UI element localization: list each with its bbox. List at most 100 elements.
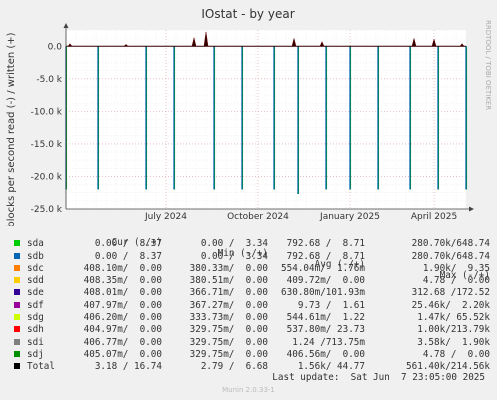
legend-max: 561.40k/214.56k [406,361,490,373]
legend-row-sda: sda 0.00 / 8.37 0.00 / 3.34 792.68 / 8.71 28… [0,238,497,250]
legend-cur: 0.00 / 8.37 [94,250,162,262]
legend-name: sdg [27,312,44,324]
y-tick-label: -20.0 k [31,172,63,182]
legend-row-sdh: sdh 404.97m/ 0.00 329.75m/ 0.00 537.80m/ 23… [0,324,497,336]
legend-row-sdb: sdb 0.00 / 8.37 0.00 / 3.34 792.68 / 8.71 28… [0,251,497,263]
y-axis-arrow [63,23,69,28]
legend-max: 1.90k/ 9.35 [422,262,490,274]
legend-min: 366.71m/ 0.00 [189,287,268,299]
legend-swatch [14,326,20,333]
y-tick-label: -25.0 k [31,205,63,215]
legend-avg: 544.61m/ 1.22 [286,312,365,324]
x-axis-arrow [469,206,474,212]
legend-rows: sda 0.00 / 8.37 0.00 / 3.34 792.68 / 8.71 28… [0,238,497,373]
plot-area: 0.0 -5.0 k -10.0 k -15.0 k -20.0 k -25.0 k Jul… [31,23,474,222]
legend-avg: 9.73 / 1.61 [297,299,365,311]
chart-title: IOstat - by year [201,7,294,21]
legend-min: 2.79 / 6.68 [200,361,268,373]
legend-cur: 404.97m/ 0.00 [83,324,162,336]
legend-name: sde [27,287,44,299]
legend-name: sdb [27,250,44,262]
legend-avg: 792.68 / 8.71 [286,238,365,250]
header-max: Max (-/+) [439,270,490,281]
legend-max: 1.00k/213.79k [417,324,490,336]
legend-max: 4.78 / 0.00 [422,275,490,287]
legend-row-sdf: sdf 407.97m/ 0.00 367.27m/ 0.00 9.73 / 1.61… [0,300,497,312]
legend-name: sdi [27,336,44,348]
legend-name: sdh [27,324,44,336]
legend-swatch [14,240,20,247]
legend-min: 0.00 / 3.34 [200,238,268,250]
legend-swatch [14,252,20,259]
x-tick-label: October 2024 [227,212,289,222]
legend-min: 380.51m/ 0.00 [189,275,268,287]
legend-cur: 406.77m/ 0.00 [83,336,162,348]
y-tick-label: 0.0 [48,42,63,52]
legend-max: 280.70k/648.74 [411,250,490,262]
legend-table: Cur (-/+) Min (-/+) Avg (-/+) Max (-/+) … [0,226,497,374]
legend-swatch [14,289,20,296]
legend-max: 312.68 /172.52 [411,287,490,299]
legend-row-total: Total 3.18 / 16.74 2.79 / 6.68 1.56k/ 44.77… [0,361,497,373]
legend-max: 3.58k/ 1.90k [417,336,490,348]
munin-version: Munin 2.0.33-1 [222,386,275,394]
header-cur: Cur (-/+) [111,237,162,248]
legend-row-sdi: sdi 406.77m/ 0.00 329.75m/ 0.00 1.24 /713.7… [0,337,497,349]
legend-name: sdj [27,348,44,360]
legend-min: 329.75m/ 0.00 [189,336,268,348]
legend-avg: 792.68 / 8.71 [286,250,365,262]
legend-cur: 406.20m/ 0.00 [83,312,162,324]
rrdtool-credit: RRDTOOL / TOBI OETIKER [484,20,492,110]
legend-swatch [14,363,20,370]
legend-min: 367.27m/ 0.00 [189,299,268,311]
legend-cur: 408.35m/ 0.00 [83,275,162,287]
legend-avg: 537.80m/ 23.73 [286,324,365,336]
legend-cur: 405.07m/ 0.00 [83,348,162,360]
legend-avg: 554.04m/ 1.76m [281,262,365,274]
legend-swatch [14,338,20,345]
last-update: Last update: Sat Jun 7 23:05:00 2025 [272,372,485,383]
legend-row-sdj: sdj 405.07m/ 0.00 329.75m/ 0.00 406.56m/ 0.… [0,349,497,361]
header-min: Min (-/+) [217,248,268,259]
legend-name: sdd [27,275,44,287]
legend-cur: 3.18 / 16.74 [94,361,162,373]
legend-swatch [14,350,20,357]
legend-avg: 406.56m/ 0.00 [286,348,365,360]
legend-row-sde: sde 408.01m/ 0.00 366.71m/ 0.00 630.80m/101… [0,287,497,299]
legend-max: 25.46k/ 2.20k [411,299,490,311]
legend-min: 0.00 / 3.34 [200,250,268,262]
legend-avg: 409.72m/ 0.00 [286,275,365,287]
iostat-chart: IOstat - by year blocks per second read … [6,7,492,226]
legend-cur: 407.97m/ 0.00 [83,299,162,311]
legend-swatch [14,301,20,308]
legend-name: Total [27,361,55,373]
legend-header: Cur (-/+) Min (-/+) Avg (-/+) Max (-/+) [0,226,497,281]
x-tick-label: January 2025 [319,212,380,222]
y-tick-label: -10.0 k [31,107,63,117]
x-tick-label: April 2025 [411,212,457,222]
y-axis-label: blocks per second read (-) / written (+) [6,32,17,226]
legend-swatch [14,277,20,284]
legend-cur: 408.10m/ 0.00 [83,262,162,274]
legend-cur: 0.00 / 8.37 [94,238,162,250]
header-avg: Avg (-/+) [314,259,365,270]
legend-min: 329.75m/ 0.00 [189,324,268,336]
legend-swatch [14,314,20,321]
legend-cur: 408.01m/ 0.00 [83,287,162,299]
legend-name: sdc [27,262,44,274]
y-tick-label: -15.0 k [31,140,63,150]
legend-min: 329.75m/ 0.00 [189,348,268,360]
legend-row-sdc: sdc 408.10m/ 0.00 380.33m/ 0.00 554.04m/ 1.… [0,263,497,275]
legend-min: 380.33m/ 0.00 [189,262,268,274]
legend-avg: 1.56k/ 44.77 [297,361,365,373]
x-tick-label: July 2024 [144,212,187,222]
legend-row-sdd: sdd 408.35m/ 0.00 380.51m/ 0.00 409.72m/ 0.… [0,275,497,287]
legend-max: 1.47k/ 65.52k [417,312,490,324]
legend-name: sda [27,238,44,250]
legend-name: sdf [27,299,44,311]
legend-max: 4.78 / 0.00 [422,348,490,360]
legend-avg: 1.24 /713.75m [292,336,365,348]
legend-max: 280.70k/648.74 [411,238,490,250]
legend-avg: 630.80m/101.93m [281,287,365,299]
legend-row-sdg: sdg 406.20m/ 0.00 333.73m/ 0.00 544.61m/ 1.… [0,312,497,324]
